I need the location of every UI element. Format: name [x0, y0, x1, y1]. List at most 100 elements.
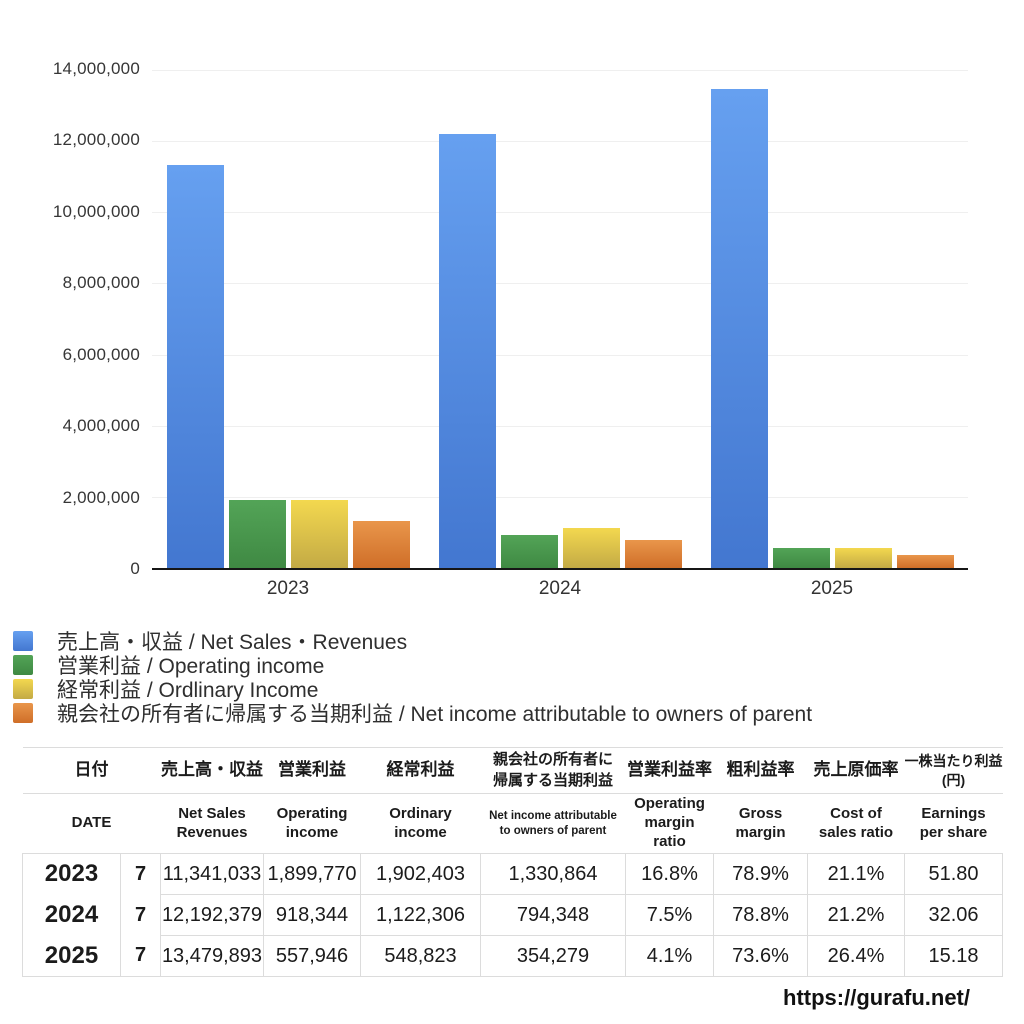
table-head: 日付 売上高・収益 営業利益 経常利益 親会社の所有者に 帰属する当期利益 営業利益率 粗利… — [22, 747, 1003, 854]
gridline — [152, 496, 968, 498]
header-ja-4: 親会社の所有者に 帰属する当期利益 — [480, 747, 626, 794]
y-tick-label: 10,000,000 — [52, 201, 140, 221]
y-tick-label: 0 — [130, 559, 140, 578]
header-ja-8: 一株当たり利益 (円) — [904, 747, 1003, 794]
bar-2023-operating-income — [228, 500, 286, 568]
header-en-8: Earnings per share — [904, 793, 1003, 854]
cell-value: 1,330,864 — [480, 853, 626, 895]
cell-value: 73.6% — [713, 935, 808, 977]
bar-2025-net-income-parent — [896, 555, 954, 568]
bar-2023-net-income-parent — [352, 520, 410, 568]
gridline — [152, 283, 968, 285]
legend-item-net-sales-revenues: 売上高・収益 / Net Sales・Revenues — [13, 629, 812, 654]
y-tick-label: 6,000,000 — [62, 344, 140, 364]
cell-value: 794,348 — [480, 894, 626, 936]
legend-item-net-income-parent: 親会社の所有者に帰属する当期利益 / Net income attributab… — [13, 701, 813, 726]
x-tick-label-2023: 2023 — [266, 578, 310, 599]
cell-value: 11,341,033 — [160, 853, 264, 895]
table-row-2024: 2024 7 12,192,379 918,344 1,122,306 794,348 7.… — [22, 894, 1003, 936]
bar-2024-operating-income — [500, 535, 558, 568]
cell-value: 4.1% — [625, 935, 714, 977]
cell-value: 1,899,770 — [263, 853, 361, 895]
cell-value: 78.8% — [713, 894, 808, 936]
cell-month: 7 — [120, 894, 161, 936]
bar-2024-net-income-parent — [624, 539, 682, 568]
x-tick-label-2024: 2024 — [538, 578, 582, 599]
bar-2024-net-sales-revenues — [438, 134, 496, 568]
bar-2025-net-sales-revenues — [710, 88, 768, 568]
cell-value: 16.8% — [625, 853, 714, 895]
legend-label: 親会社の所有者に帰属する当期利益 / Net income attributab… — [57, 703, 813, 726]
cell-value: 918,344 — [263, 894, 361, 936]
legend-swatch-operating-income — [13, 655, 33, 675]
header-en-1: Net Sales Revenues — [160, 793, 264, 854]
cell-value: 32.06 — [904, 894, 1003, 936]
legend-swatch-net-sales-revenues — [13, 631, 33, 651]
site-url: https://gurafu.net/ — [783, 985, 970, 1010]
cell-value: 78.9% — [713, 853, 808, 895]
header-en-4: Net income attributable to owners of par… — [480, 793, 626, 854]
cell-month: 7 — [120, 935, 161, 977]
legend-label: 経常利益 / Ordlinary Income — [57, 679, 319, 702]
cell-value: 7.5% — [625, 894, 714, 936]
y-tick-label: 8,000,000 — [62, 273, 140, 293]
cell-value: 548,823 — [360, 935, 481, 977]
y-tick-label: 14,000,000 — [52, 59, 140, 78]
table-body: 2023 7 11,341,033 1,899,770 1,902,403 1,330,8… — [22, 853, 1003, 977]
cell-value: 15.18 — [904, 935, 1003, 977]
header-ja-5: 営業利益率 — [625, 747, 714, 794]
header-ja-7: 売上原価率 — [807, 747, 905, 794]
chart-legend: 売上高・収益 / Net Sales・Revenues 営業利益 / Operat… — [13, 629, 813, 726]
table-row-2025: 2025 7 13,479,893 557,946 548,823 354,279 4.1%… — [22, 935, 1003, 977]
financial-table: 日付 売上高・収益 営業利益 経常利益 親会社の所有者に 帰属する当期利益 営業利益率 粗利… — [22, 747, 1003, 977]
cell-value: 557,946 — [263, 935, 361, 977]
bar-group-2023 — [152, 70, 424, 568]
gridline — [152, 354, 968, 356]
cell-value: 21.1% — [807, 853, 905, 895]
x-tick-label-2025: 2025 — [810, 578, 854, 599]
header-ja-1: 売上高・収益 — [160, 747, 264, 794]
cell-value: 21.2% — [807, 894, 905, 936]
gridline — [152, 425, 968, 427]
bar-2025-ordinary-income — [834, 548, 892, 568]
cell-value: 1,902,403 — [360, 853, 481, 895]
table-row-2023: 2023 7 11,341,033 1,899,770 1,902,403 1,330,8… — [22, 853, 1003, 895]
legend-label: 売上高・収益 / Net Sales・Revenues — [57, 631, 408, 654]
header-row-ja: 日付 売上高・収益 営業利益 経常利益 親会社の所有者に 帰属する当期利益 営業利益率 粗利… — [22, 747, 1003, 794]
y-tick-label: 4,000,000 — [62, 416, 140, 436]
bar-group-2024 — [424, 70, 696, 568]
header-row-en: DATE Net Sales Revenues Operating income Or… — [22, 793, 1003, 854]
y-tick-label: 12,000,000 — [52, 130, 140, 150]
legend-swatch-ordinary-income — [13, 679, 33, 699]
header-ja-2: 営業利益 — [263, 747, 361, 794]
bar-2024-ordinary-income — [562, 528, 620, 568]
cell-value: 26.4% — [807, 935, 905, 977]
header-en-3: Ordinary income — [360, 793, 481, 854]
header-ja-6: 粗利益率 — [713, 747, 808, 794]
legend-swatch-net-income-parent — [13, 703, 33, 723]
header-en-7: Cost of sales ratio — [807, 793, 905, 854]
plot-area — [152, 70, 968, 570]
cell-year: 2025 — [22, 935, 121, 977]
bar-chart: 14,000,000 12,000,000 10,000,000 8,000,000 6… — [52, 59, 968, 599]
cell-year: 2023 — [22, 853, 121, 895]
legend-item-ordinary-income: 経常利益 / Ordlinary Income — [13, 677, 812, 702]
bar-2025-operating-income — [772, 548, 830, 568]
gridline — [152, 70, 968, 71]
bar-2023-net-sales-revenues — [166, 164, 224, 568]
header-en-6: Gross margin — [713, 793, 808, 854]
header-ja-0: 日付 — [22, 747, 161, 794]
gridline — [152, 212, 968, 214]
bar-2023-ordinary-income — [290, 500, 348, 568]
cell-value: 51.80 — [904, 853, 1003, 895]
cell-year: 2024 — [22, 894, 121, 936]
y-tick-label: 2,000,000 — [62, 487, 140, 507]
cell-value: 13,479,893 — [160, 935, 264, 977]
header-ja-3: 経常利益 — [360, 747, 481, 794]
cell-value: 354,279 — [480, 935, 626, 977]
cell-month: 7 — [120, 853, 161, 895]
cell-value: 1,122,306 — [360, 894, 481, 936]
header-en-2: Operating income — [263, 793, 361, 854]
header-en-0: DATE — [22, 793, 161, 854]
